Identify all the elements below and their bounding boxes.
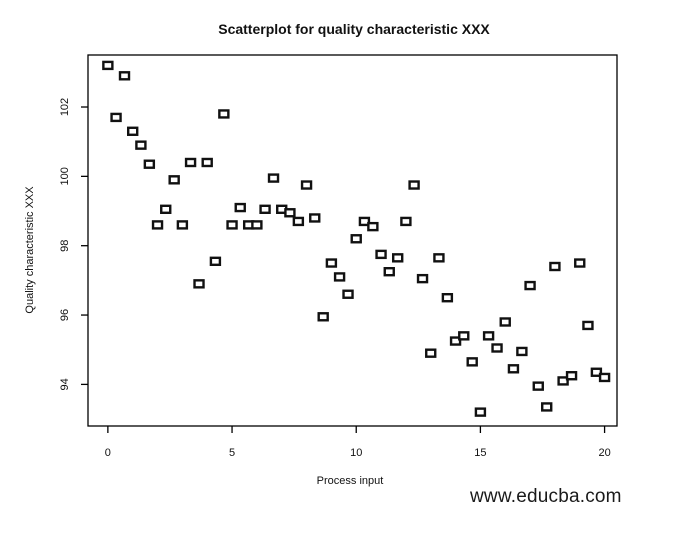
data-point	[267, 173, 280, 183]
data-point	[176, 220, 189, 230]
data-point	[408, 180, 420, 190]
data-point	[557, 376, 569, 386]
data-point	[284, 208, 296, 218]
x-axis-label: Process input	[317, 475, 384, 487]
chart-title: Scatterplot for quality characteristic X…	[218, 21, 490, 37]
y-tick-label: 96	[59, 309, 71, 321]
data-point	[358, 216, 371, 227]
data-point	[375, 249, 387, 260]
data-point	[226, 220, 238, 230]
data-point	[598, 372, 611, 383]
data-point	[441, 293, 454, 303]
data-point	[317, 312, 329, 322]
x-axis: 0 5 10 15 20	[105, 426, 611, 459]
data-point	[499, 317, 511, 327]
watermark-text: www.educba.com	[470, 486, 622, 507]
data-point	[433, 253, 445, 263]
data-point	[507, 364, 520, 374]
data-point	[333, 272, 346, 282]
data-point	[342, 289, 354, 299]
data-point	[367, 221, 379, 232]
x-tick-label: 0	[105, 447, 111, 459]
data-point	[590, 367, 603, 377]
data-point	[449, 336, 462, 346]
data-point	[350, 234, 362, 244]
plot-frame	[87, 54, 618, 427]
x-tick-label: 5	[229, 447, 235, 459]
data-point	[524, 280, 536, 291]
data-points	[102, 60, 611, 417]
data-point	[193, 279, 205, 289]
data-point	[516, 346, 528, 357]
data-point	[482, 331, 495, 341]
x-tick-label: 15	[474, 447, 486, 459]
data-point	[491, 343, 503, 353]
x-tick-label: 10	[350, 447, 362, 459]
data-point	[251, 220, 263, 230]
data-point	[474, 407, 487, 417]
data-point	[565, 371, 578, 381]
data-point	[300, 180, 313, 190]
data-point	[425, 348, 437, 358]
y-tick-label: 98	[59, 240, 71, 252]
data-point	[184, 157, 197, 168]
data-point	[532, 381, 544, 391]
y-tick-label: 102	[59, 98, 71, 116]
data-point	[143, 159, 156, 169]
data-point	[201, 157, 213, 168]
data-point	[466, 357, 478, 367]
data-point	[292, 216, 305, 227]
data-point	[383, 267, 395, 277]
data-point	[102, 60, 114, 71]
data-point	[135, 140, 147, 150]
data-point	[392, 253, 404, 263]
data-point	[325, 258, 338, 268]
x-tick-label: 20	[598, 447, 610, 459]
data-point	[168, 175, 180, 185]
data-point	[218, 109, 230, 119]
data-point	[549, 261, 561, 272]
data-point	[458, 331, 470, 341]
data-point	[151, 220, 164, 230]
y-tick-label: 94	[59, 378, 71, 390]
data-point	[309, 213, 321, 223]
data-point	[118, 71, 131, 81]
y-axis: 94 96 98 100 102	[59, 98, 88, 391]
data-point	[574, 258, 586, 268]
data-point	[110, 112, 122, 123]
data-point	[127, 126, 139, 136]
y-tick-label: 100	[59, 167, 71, 185]
data-point	[259, 204, 271, 214]
data-point	[160, 204, 172, 214]
data-point	[416, 273, 429, 284]
data-point	[209, 256, 222, 267]
y-axis-label: Quality characteristic XXX	[24, 186, 36, 314]
data-point	[582, 320, 594, 331]
data-point	[400, 216, 412, 227]
data-point	[234, 202, 246, 213]
data-point	[541, 402, 553, 412]
